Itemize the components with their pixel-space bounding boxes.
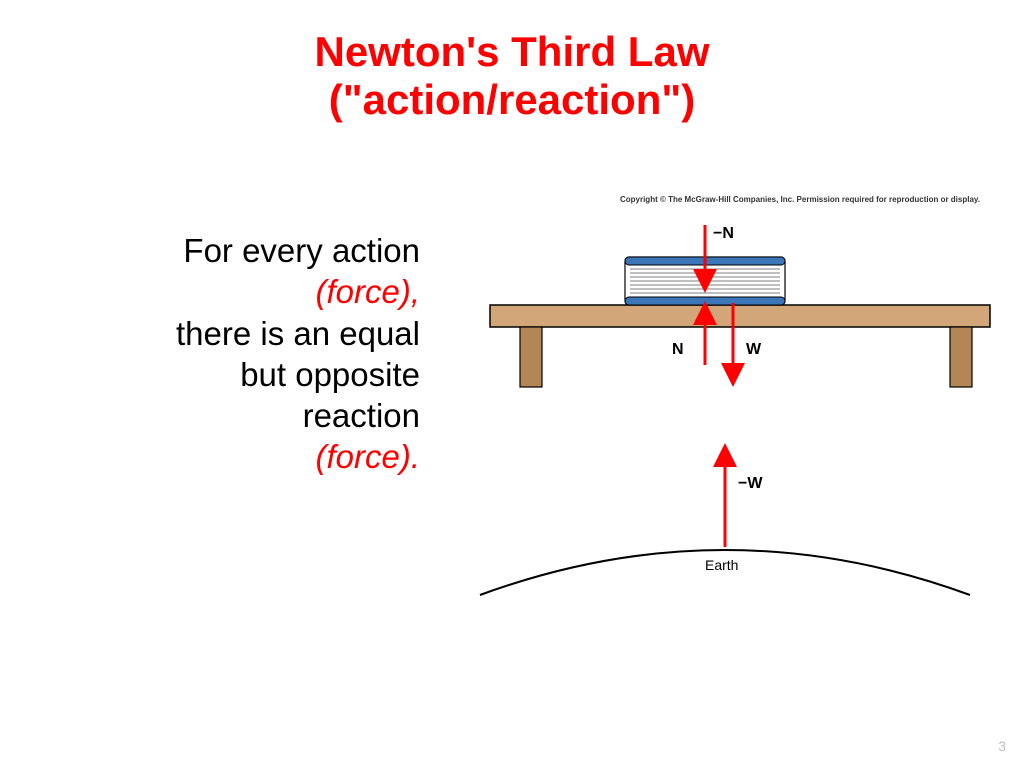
label-earth: Earth <box>705 557 738 573</box>
label-negN: −N <box>713 225 734 243</box>
body-line-1: For every action <box>20 230 420 271</box>
body-line-6: (force). <box>20 436 420 477</box>
body-line-3: there is an equal <box>20 313 420 354</box>
body-line-2: (force), <box>20 271 420 312</box>
slide: Newton's Third Law ("action/reaction") F… <box>0 0 1024 768</box>
label-W: W <box>746 341 761 359</box>
page-number: 3 <box>998 738 1006 754</box>
label-N: N <box>672 341 684 359</box>
force-diagram: Copyright © The McGraw-Hill Companies, I… <box>450 195 1000 625</box>
title-block: Newton's Third Law ("action/reaction") <box>0 0 1024 125</box>
body-text: For every action (force), there is an eq… <box>20 230 420 478</box>
label-negW: −W <box>738 475 762 493</box>
body-line-5: reaction <box>20 395 420 436</box>
table-leg-left <box>520 327 542 387</box>
title-line-1: Newton's Third Law <box>0 28 1024 76</box>
body-line-4: but opposite <box>20 354 420 395</box>
table-top <box>490 305 990 327</box>
table-leg-right <box>950 327 972 387</box>
title-line-2: ("action/reaction") <box>0 76 1024 124</box>
